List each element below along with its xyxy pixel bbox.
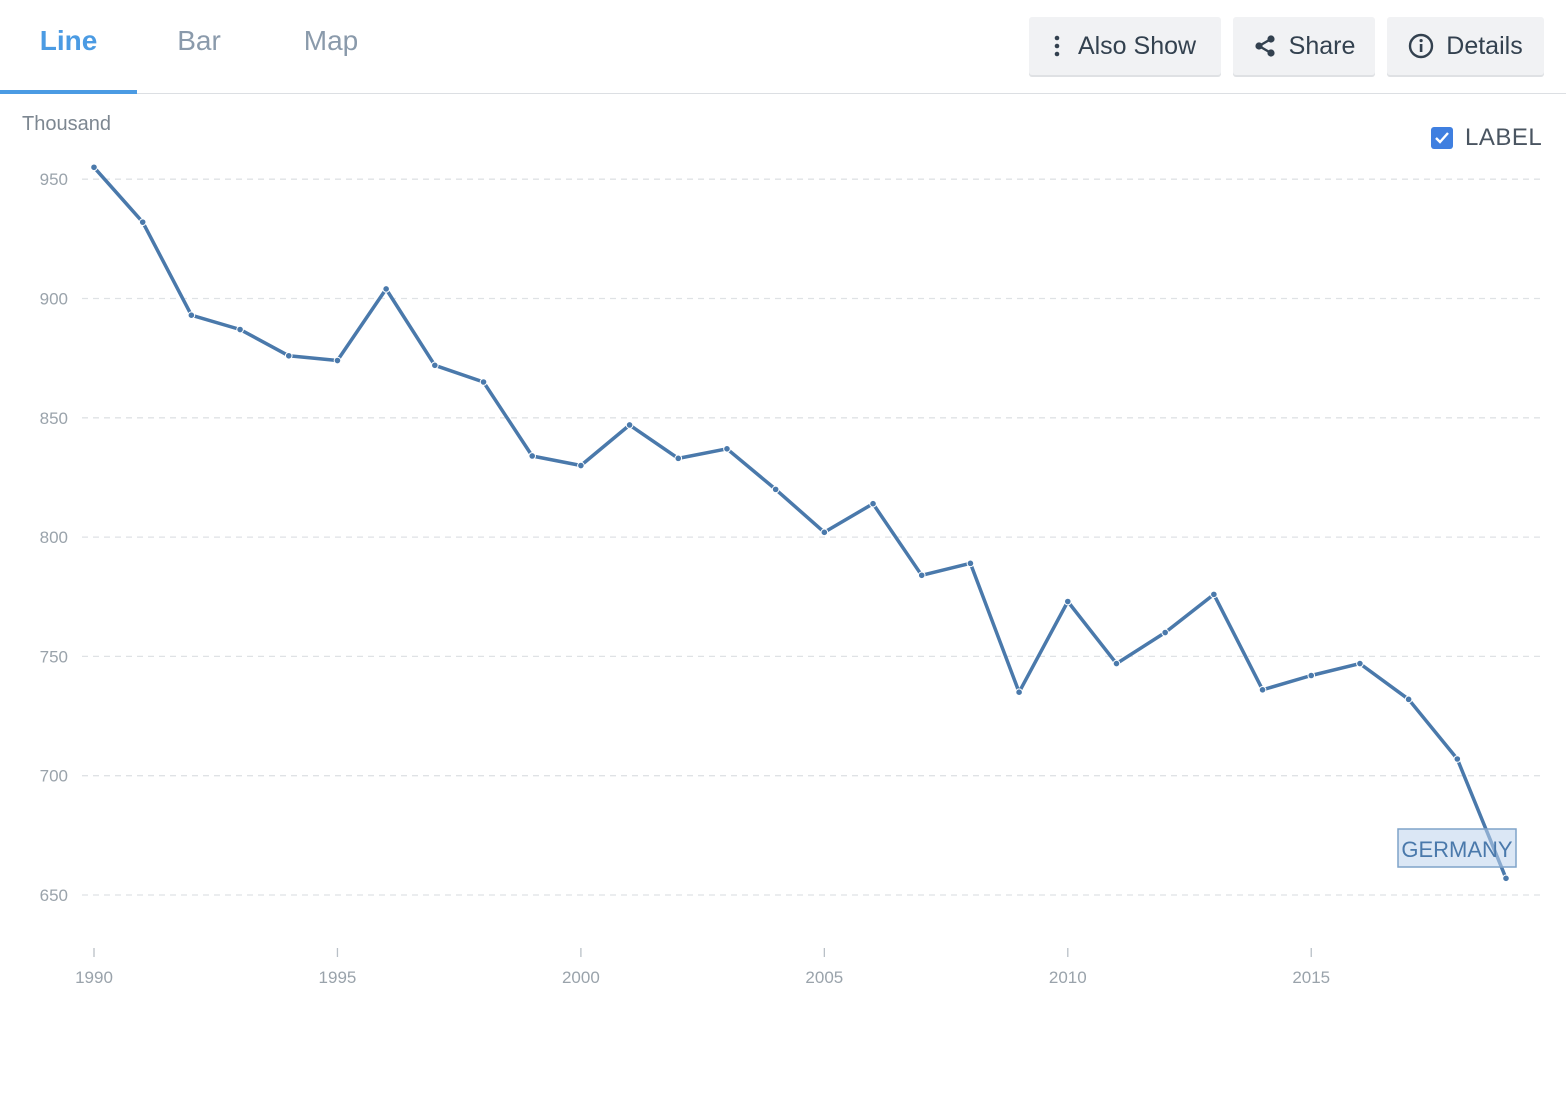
data-point[interactable] [771, 485, 780, 494]
data-point[interactable] [1063, 597, 1072, 606]
data-point[interactable] [1258, 686, 1267, 694]
label-toggle-text: LABEL [1465, 124, 1543, 151]
x-axis-ticks: 1990 1995 2000 2005 2010 2015 [75, 948, 1330, 987]
x-tick-label: 1995 [319, 968, 357, 987]
top-bar: Line Bar Map Also Show Share Details [0, 0, 1566, 94]
data-point[interactable] [723, 445, 731, 453]
data-point[interactable] [1210, 590, 1218, 599]
share-button[interactable]: Share [1233, 17, 1375, 75]
y-tick-label: 700 [40, 767, 68, 786]
data-point[interactable] [431, 361, 439, 370]
y-tick-label: 800 [40, 528, 68, 547]
more-vertical-icon [1054, 35, 1060, 57]
series-label-layer: GERMANY [1397, 828, 1517, 868]
x-tick-label: 2005 [805, 968, 843, 987]
data-point[interactable] [1404, 695, 1413, 704]
series-label-box [1397, 828, 1517, 868]
series-label-text: GERMANY [1401, 837, 1513, 862]
y-tick-label: 750 [40, 647, 68, 666]
data-point[interactable] [625, 421, 634, 429]
data-point[interactable] [528, 452, 537, 460]
details-label: Details [1446, 31, 1523, 60]
share-label: Share [1288, 31, 1356, 60]
data-point[interactable] [479, 378, 488, 386]
tab-map[interactable]: Map [303, 25, 359, 56]
series-line [92, 166, 1508, 879]
x-tick-label: 2010 [1049, 968, 1087, 987]
data-point[interactable] [1112, 659, 1121, 668]
series-label: GERMANY [1397, 828, 1517, 868]
label-toggle[interactable]: LABEL [1431, 124, 1542, 152]
data-point[interactable] [1015, 688, 1023, 696]
tab-line[interactable]: Line [0, 0, 137, 94]
y-axis-ticks: 650 700 750 800 850 900 950 [40, 170, 68, 905]
data-point[interactable] [1307, 671, 1316, 680]
data-point[interactable] [1453, 755, 1462, 763]
share-icon [1255, 35, 1275, 57]
data-point[interactable] [1502, 874, 1510, 883]
data-point[interactable] [236, 325, 244, 334]
data-point[interactable] [820, 528, 829, 537]
tab-bar[interactable]: Bar [177, 25, 221, 56]
grid-lines [82, 178, 1544, 896]
data-point[interactable] [917, 571, 926, 580]
data-point[interactable] [577, 461, 585, 470]
details-button[interactable]: Details [1387, 17, 1544, 75]
data-point[interactable] [284, 351, 293, 360]
info-icon [1409, 33, 1434, 59]
data-point[interactable] [869, 499, 877, 508]
checkmark-icon [1435, 132, 1449, 144]
x-tick-label: 2000 [562, 968, 600, 987]
also-show-button[interactable]: Also Show [1029, 17, 1221, 75]
y-tick-label: 950 [40, 170, 68, 189]
y-tick-label: 900 [40, 290, 68, 309]
data-point[interactable] [966, 559, 975, 568]
data-point[interactable] [90, 163, 98, 172]
data-point[interactable] [674, 454, 683, 463]
data-point[interactable] [1356, 659, 1364, 668]
x-tick-label: 2015 [1292, 968, 1330, 987]
data-point[interactable] [333, 356, 342, 365]
label-checkbox[interactable] [1431, 127, 1453, 149]
also-show-label: Also Show [1077, 31, 1197, 60]
data-point[interactable] [187, 311, 196, 320]
data-point[interactable] [1161, 628, 1169, 637]
data-point[interactable] [382, 285, 390, 293]
series-layer [90, 163, 1510, 883]
y-axis-unit-label: Thousand [22, 113, 111, 135]
x-tick-label: 1990 [75, 968, 113, 987]
data-point[interactable] [138, 218, 147, 226]
y-tick-label: 850 [40, 409, 68, 428]
y-tick-label: 650 [40, 886, 68, 905]
